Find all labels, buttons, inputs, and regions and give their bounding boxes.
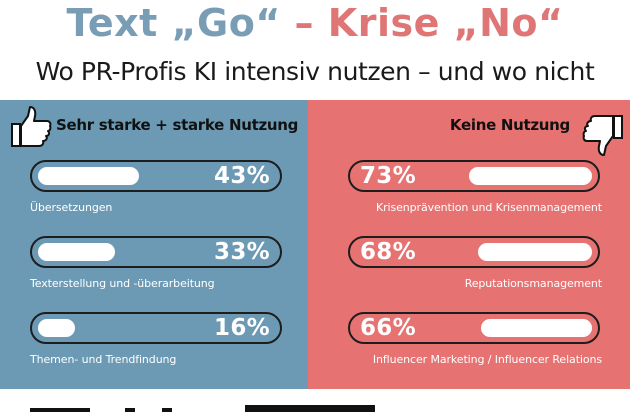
subtitle: Wo PR-Profis KI intensiv nutzen – und wo… <box>35 57 595 86</box>
bar-track: 43% <box>30 160 282 192</box>
bar-value-label: 33% <box>214 239 270 265</box>
bar-track: 68% <box>348 236 600 268</box>
bar-category-label: Influencer Marketing / Influencer Relati… <box>372 353 602 366</box>
bar-fill <box>38 319 76 337</box>
bar-value-label: 66% <box>360 315 416 341</box>
bar-value-label: 16% <box>214 315 270 341</box>
panel-strong-usage: Sehr starke + starke Nutzung 43% Übersetz… <box>0 100 308 389</box>
bar-value-label: 68% <box>360 239 416 265</box>
headline-left-word: Text <box>66 1 158 45</box>
footer <box>0 389 630 412</box>
bar-fill <box>38 243 116 261</box>
footer-logo-fragment <box>30 405 375 412</box>
thumbs-up-icon <box>8 104 54 154</box>
headline-right-quote: „No“ <box>453 1 564 45</box>
bar-fill <box>38 167 139 185</box>
bar-track: 66% <box>348 312 600 344</box>
bar-fill <box>477 243 592 261</box>
bar-fill <box>481 319 592 337</box>
headline-right-word: Krise <box>327 1 440 45</box>
headline: Text „Go“ – Krise „No“ <box>0 0 630 50</box>
bar-track: 73% <box>348 160 600 192</box>
bar-track: 16% <box>30 312 282 344</box>
bar-category-label: Reputationsmanagement <box>464 277 602 290</box>
thumbs-down-icon <box>580 112 626 162</box>
panel-title: Keine Nutzung <box>449 116 570 134</box>
bar-category-label: Krisenprävention und Krisenmanagement <box>376 201 602 214</box>
bar-category-label: Texterstellung und -überarbeitung <box>30 277 215 290</box>
bar-track: 33% <box>30 236 282 268</box>
headline-dash: – <box>294 1 315 45</box>
panel-no-usage: Keine Nutzung 73% Krisenprävention und Kr… <box>308 100 630 389</box>
headline-left-quote: „Go“ <box>171 1 281 45</box>
bar-fill <box>469 167 592 185</box>
bar-category-label: Themen- und Trendfindung <box>30 353 177 366</box>
bar-value-label: 43% <box>214 163 270 189</box>
panel-title: Sehr starke + starke Nutzung <box>56 116 299 134</box>
bar-value-label: 73% <box>360 163 416 189</box>
bar-category-label: Übersetzungen <box>30 201 113 214</box>
